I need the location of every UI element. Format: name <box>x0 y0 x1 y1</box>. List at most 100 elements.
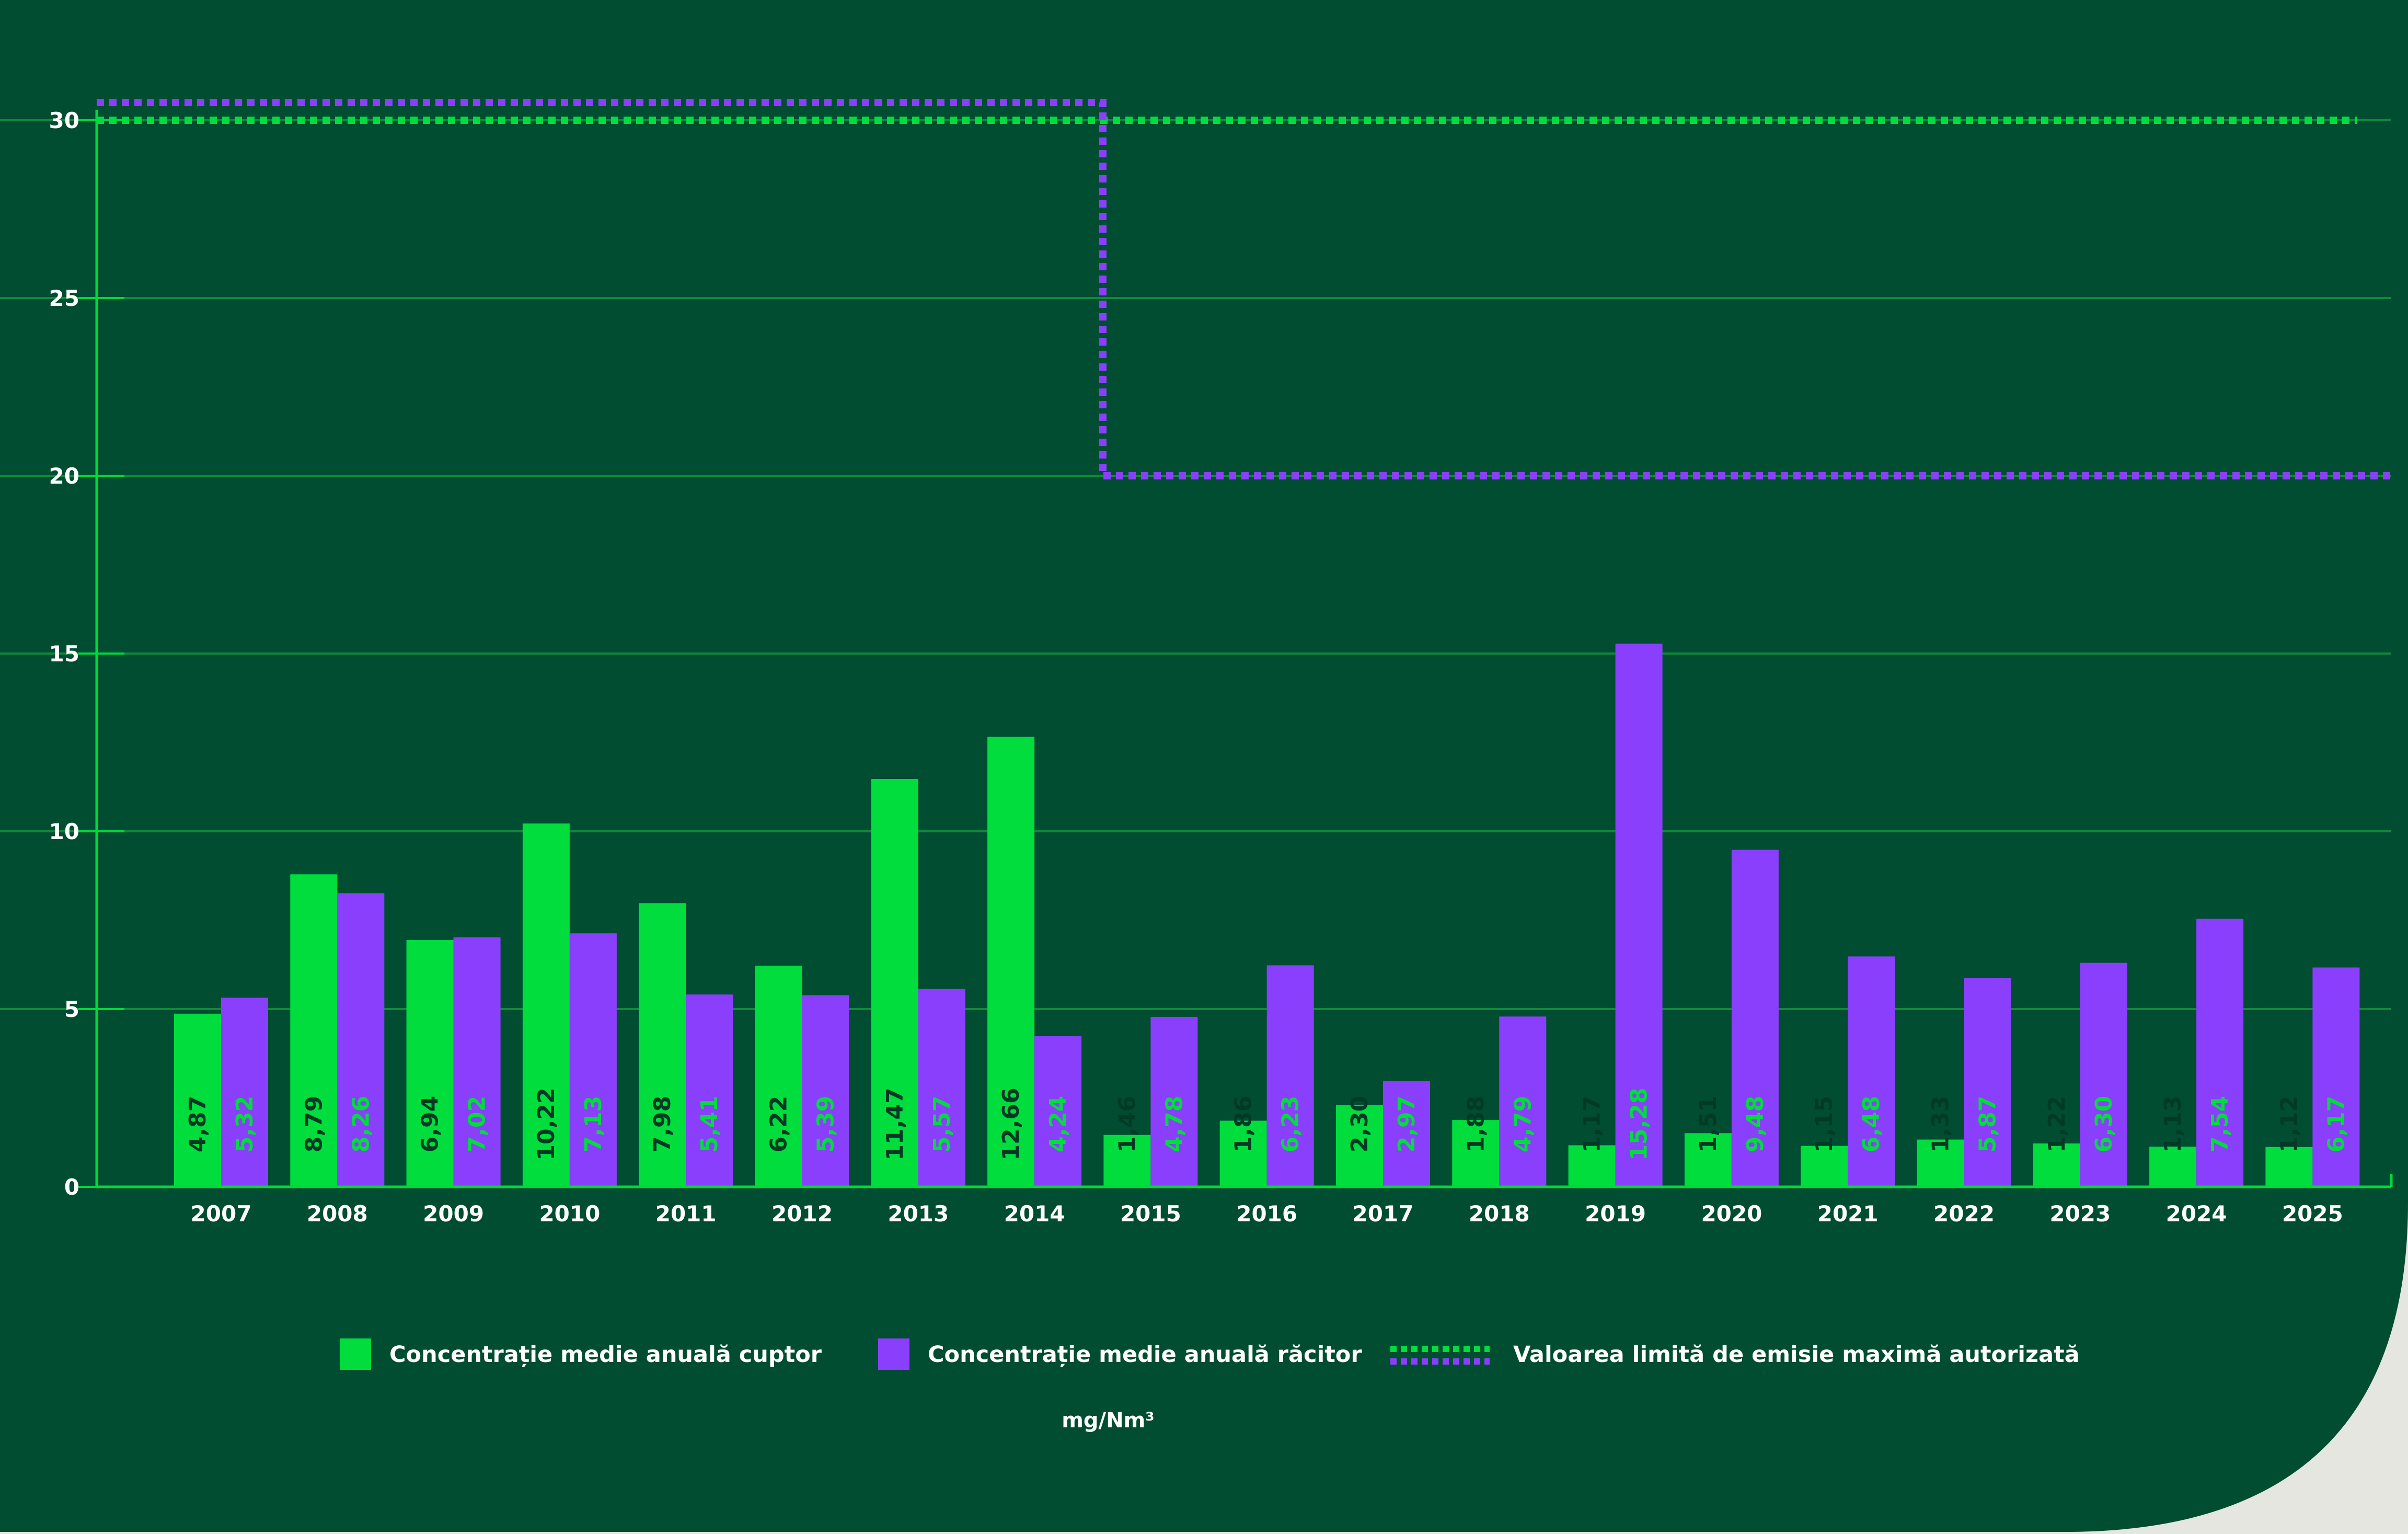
x-tick-label: 2020 <box>1701 1201 1762 1227</box>
y-tick-label: 15 <box>49 641 79 667</box>
value-label-cuptor: 12,66 <box>998 1087 1024 1160</box>
bar-cuptor <box>290 874 338 1187</box>
bar-racitor <box>1731 850 1779 1187</box>
bar-cuptor <box>522 823 570 1187</box>
bar-cuptor <box>987 737 1035 1187</box>
bar-cuptor <box>406 940 454 1187</box>
value-label-cuptor: 1,17 <box>1579 1096 1606 1153</box>
bar-cuptor <box>1336 1105 1383 1187</box>
value-label-cuptor: 1,12 <box>2276 1096 2302 1153</box>
y-tick-label: 25 <box>49 285 79 311</box>
x-tick-label: 2013 <box>888 1201 949 1227</box>
value-label-racitor: 6,30 <box>2091 1096 2117 1153</box>
value-label-racitor: 6,48 <box>1858 1096 1885 1153</box>
bars <box>174 643 2360 1187</box>
y-axis-ticks: 0 5 10 15 20 25 30 <box>49 108 124 1200</box>
x-tick-label: 2009 <box>423 1201 484 1227</box>
x-tick-label: 2012 <box>771 1201 833 1227</box>
legend-label: Valoarea limită de emisie maximă autoriz… <box>1513 1342 2080 1368</box>
legend: Concentrație medie anuală cuptor Concentr… <box>340 1338 2080 1370</box>
y-tick-label: 10 <box>49 819 79 844</box>
bar-cuptor <box>871 779 918 1187</box>
bar-racitor <box>2312 967 2360 1187</box>
x-tick-label: 2019 <box>1585 1201 1646 1227</box>
value-label-cuptor: 6,94 <box>417 1096 444 1153</box>
bar-racitor <box>1964 978 2011 1187</box>
value-label-racitor: 7,13 <box>580 1096 607 1153</box>
x-tick-label: 2008 <box>307 1201 368 1227</box>
x-tick-label: 2014 <box>1004 1201 1065 1227</box>
x-tick-label: 2007 <box>191 1201 252 1227</box>
value-label-cuptor: 1,51 <box>1695 1096 1722 1153</box>
y-tick-label: 0 <box>64 1174 79 1200</box>
legend-label: Concentrație medie anuală cuptor <box>389 1342 822 1368</box>
value-label-racitor: 5,57 <box>929 1096 955 1153</box>
value-label-cuptor: 1,33 <box>1928 1096 1954 1153</box>
value-label-cuptor: 7,98 <box>649 1096 676 1153</box>
bar-value-labels: 4,87 5,32 8,79 8,26 6,94 7,02 10,22 7,13 7,98 5,4… <box>185 1087 2349 1160</box>
bar-racitor <box>802 995 849 1187</box>
value-label-racitor: 5,41 <box>696 1096 723 1153</box>
bar-racitor <box>1499 1016 1547 1187</box>
value-label-cuptor: 6,22 <box>766 1096 792 1153</box>
bar-cuptor <box>639 903 686 1187</box>
value-label-cuptor: 1,15 <box>1811 1096 1838 1153</box>
x-tick-label: 2016 <box>1236 1201 1297 1227</box>
x-tick-label: 2017 <box>1353 1201 1414 1227</box>
value-label-cuptor: 8,79 <box>301 1096 327 1153</box>
value-label-cuptor: 1,88 <box>1462 1096 1489 1153</box>
value-label-racitor: 5,39 <box>813 1096 839 1153</box>
value-label-cuptor: 10,22 <box>533 1087 560 1160</box>
bar-cuptor <box>1917 1139 1964 1187</box>
value-label-racitor: 4,24 <box>1045 1096 1071 1153</box>
bar-cuptor <box>1219 1120 1267 1187</box>
value-label-cuptor: 2,30 <box>1346 1096 1373 1153</box>
legend-label: Concentrație medie anuală răcitor <box>928 1342 1362 1368</box>
value-label-racitor: 6,17 <box>2323 1096 2349 1153</box>
value-label-racitor: 7,54 <box>2207 1096 2233 1153</box>
x-tick-label: 2024 <box>2166 1201 2227 1227</box>
bar-racitor <box>1266 965 1314 1187</box>
x-tick-label: 2011 <box>655 1201 717 1227</box>
value-label-racitor: 6,23 <box>1277 1096 1304 1153</box>
value-label-racitor: 9,48 <box>1742 1096 1769 1153</box>
bar-racitor <box>2196 919 2244 1187</box>
value-label-cuptor: 1,22 <box>2044 1096 2070 1153</box>
value-label-cuptor: 1,13 <box>2160 1096 2186 1153</box>
limit-lines <box>97 99 2394 479</box>
x-tick-label: 2022 <box>1933 1201 1995 1227</box>
value-label-racitor: 2,97 <box>1393 1096 1420 1153</box>
value-label-racitor: 7,02 <box>464 1096 491 1153</box>
x-tick-label: 2023 <box>2049 1201 2111 1227</box>
x-tick-label: 2021 <box>1817 1201 1879 1227</box>
bar-racitor <box>1383 1081 1430 1187</box>
value-label-racitor: 5,87 <box>1975 1096 2001 1153</box>
unit-label: mg/Nm³ <box>1062 1409 1155 1433</box>
value-label-racitor: 4,78 <box>1161 1096 1188 1153</box>
y-tick-label: 30 <box>49 108 79 133</box>
bar-racitor <box>1848 956 1895 1187</box>
y-tick-label: 20 <box>49 463 79 489</box>
bar-racitor <box>337 893 385 1187</box>
bar-racitor <box>1150 1016 1198 1187</box>
bar-cuptor <box>2265 1147 2313 1187</box>
value-label-racitor: 15,28 <box>1626 1087 1653 1160</box>
legend-swatch <box>340 1338 371 1370</box>
bar-racitor <box>453 937 501 1187</box>
bar-racitor <box>1615 643 1663 1187</box>
value-label-racitor: 5,32 <box>232 1096 258 1153</box>
bar-cuptor <box>1568 1145 1616 1187</box>
value-label-racitor: 4,79 <box>1510 1096 1536 1153</box>
y-tick-label: 5 <box>64 997 79 1022</box>
x-tick-label: 2010 <box>539 1201 600 1227</box>
limit-line-racitor <box>97 99 2394 479</box>
bar-racitor <box>686 994 733 1187</box>
bar-cuptor <box>2149 1147 2197 1187</box>
value-label-cuptor: 1,86 <box>1230 1096 1257 1153</box>
bar-cuptor <box>2033 1143 2080 1187</box>
x-tick-label: 2018 <box>1469 1201 1530 1227</box>
x-tick-label: 2025 <box>2282 1201 2343 1227</box>
